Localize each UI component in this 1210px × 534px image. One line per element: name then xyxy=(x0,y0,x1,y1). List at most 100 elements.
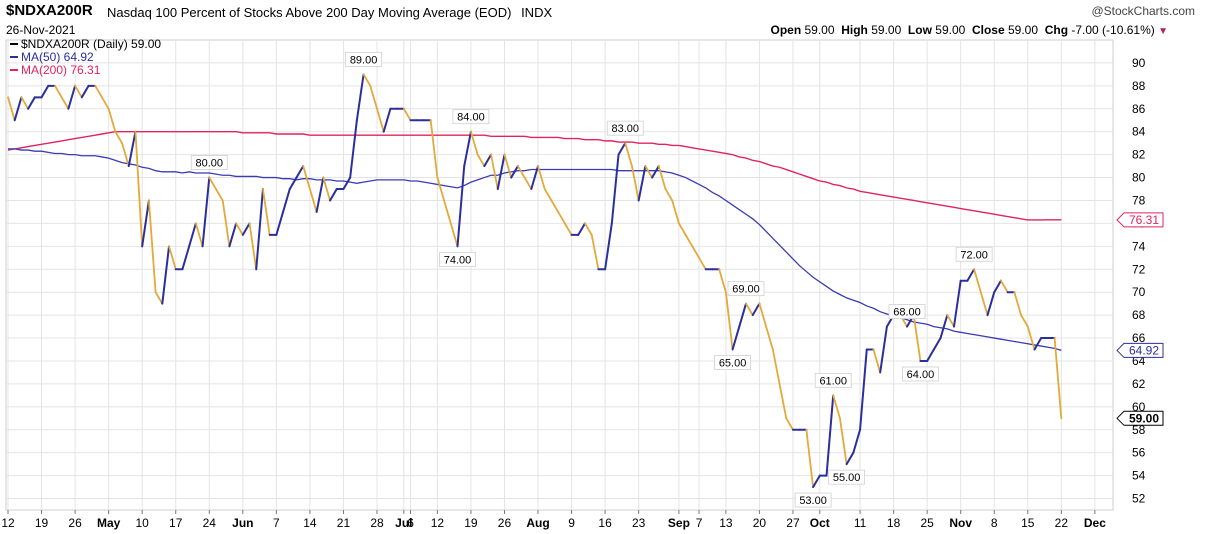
price-tag-label: 59.00 xyxy=(1129,411,1159,425)
price-segment xyxy=(604,222,613,271)
price-segment xyxy=(355,73,365,122)
price-segment xyxy=(590,233,600,271)
price-segment xyxy=(516,165,526,179)
price-segment xyxy=(154,291,164,305)
price-segment xyxy=(194,222,204,248)
stockcharts-logo[interactable]: @StockCharts.com xyxy=(1091,4,1195,18)
quote-bar: Open 59.00 High 59.00 Low 59.00 Close 59… xyxy=(770,23,1168,37)
x-tick-label: 13 xyxy=(719,516,733,530)
price-segment xyxy=(342,176,352,191)
x-tick-label: Sep xyxy=(668,516,690,530)
price-segment xyxy=(832,394,841,420)
close-label: Close xyxy=(971,23,1005,37)
open-value: 59.00 xyxy=(804,23,835,37)
chart-header: $NDXA200R Nasdaq 100 Percent of Stocks A… xyxy=(0,0,1210,40)
price-segment xyxy=(282,188,291,213)
y-tick-label: 62 xyxy=(1132,377,1146,391)
point-label: 68.00 xyxy=(893,307,921,319)
price-segment xyxy=(221,199,231,248)
price-segment xyxy=(745,302,754,317)
description-text: Nasdaq 100 Percent of Stocks Above 200 D… xyxy=(107,5,512,20)
price-segment xyxy=(644,165,653,179)
y-tick-label: 58 xyxy=(1132,423,1146,437)
x-tick-label: 24 xyxy=(203,516,217,530)
price-segment xyxy=(496,153,506,191)
price-segment xyxy=(510,165,519,179)
x-tick-label: 20 xyxy=(753,516,767,530)
x-tick-label: 18 xyxy=(887,516,901,530)
x-tick-label: 12 xyxy=(431,516,445,530)
point-label-box xyxy=(902,366,939,382)
point-label: 69.00 xyxy=(732,284,760,296)
x-tick-label: 15 xyxy=(1021,516,1035,530)
price-segment xyxy=(503,153,513,179)
point-label: 72.00 xyxy=(960,249,988,261)
price-segment xyxy=(1033,337,1043,351)
point-label: 89.00 xyxy=(350,54,378,66)
price-segment xyxy=(557,211,566,225)
price-segment xyxy=(127,130,137,168)
high-label: High xyxy=(841,23,868,37)
price-segment xyxy=(624,142,633,167)
price-segment xyxy=(7,96,16,122)
price-segment xyxy=(698,256,707,271)
legend-entry: MA(200) 76.31 xyxy=(21,63,101,77)
price-segment xyxy=(181,245,191,271)
point-label: 55.00 xyxy=(833,472,861,484)
price-segment xyxy=(812,474,821,489)
price-segment xyxy=(402,107,412,122)
point-label-box xyxy=(828,469,866,485)
y-tick-label: 82 xyxy=(1132,148,1146,162)
price-segment xyxy=(563,222,573,236)
price-segment xyxy=(724,291,734,351)
x-tick-label: 10 xyxy=(136,516,150,530)
price-segment xyxy=(147,199,157,294)
price-segment xyxy=(926,348,935,362)
y-tick-label: 66 xyxy=(1132,331,1146,345)
point-label: 80.00 xyxy=(196,158,224,170)
price-segment xyxy=(262,188,271,236)
price-segment xyxy=(872,348,882,374)
price-segment xyxy=(101,96,110,110)
price-segment xyxy=(879,325,888,374)
price-segment xyxy=(470,130,479,156)
x-tick-label: 26 xyxy=(68,516,82,530)
price-segment xyxy=(671,199,680,225)
y-tick-label: 88 xyxy=(1132,79,1146,93)
exchange-label: INDX xyxy=(521,5,553,20)
price-segment xyxy=(738,302,747,328)
point-label: 65.00 xyxy=(719,358,747,370)
price-segment xyxy=(986,291,996,317)
price-segment xyxy=(946,314,955,328)
price-segment xyxy=(952,279,962,328)
price-tag xyxy=(1116,410,1164,426)
price-segment xyxy=(302,165,311,190)
price-segment xyxy=(912,314,922,362)
price-segment xyxy=(161,245,171,305)
point-label: 74.00 xyxy=(444,254,472,266)
price-segment xyxy=(168,245,177,271)
x-tick-label: 25 xyxy=(920,516,934,530)
price-segment xyxy=(651,165,660,179)
close-value: 59.00 xyxy=(1008,23,1039,37)
price-segment xyxy=(369,84,378,110)
down-arrow-icon: ▼ xyxy=(1158,26,1168,37)
price-segment xyxy=(979,291,989,317)
x-tick-label: 7 xyxy=(273,516,280,530)
y-tick-label: 70 xyxy=(1132,285,1146,299)
price-segment xyxy=(322,176,331,202)
point-label: 84.00 xyxy=(457,112,485,124)
price-segment xyxy=(845,451,855,466)
chg-value: -7.00 (-10.61%) xyxy=(1071,23,1155,37)
price-segment xyxy=(771,348,781,385)
price-segment xyxy=(134,130,144,248)
y-tick-label: 78 xyxy=(1132,193,1146,207)
point-label-box xyxy=(714,355,751,370)
price-segment xyxy=(67,84,77,110)
price-segment xyxy=(141,199,150,248)
x-tick-label: Jul xyxy=(395,516,412,530)
price-segment xyxy=(778,383,788,420)
price-segment xyxy=(852,428,862,454)
x-tick-label: Jun xyxy=(232,516,253,530)
